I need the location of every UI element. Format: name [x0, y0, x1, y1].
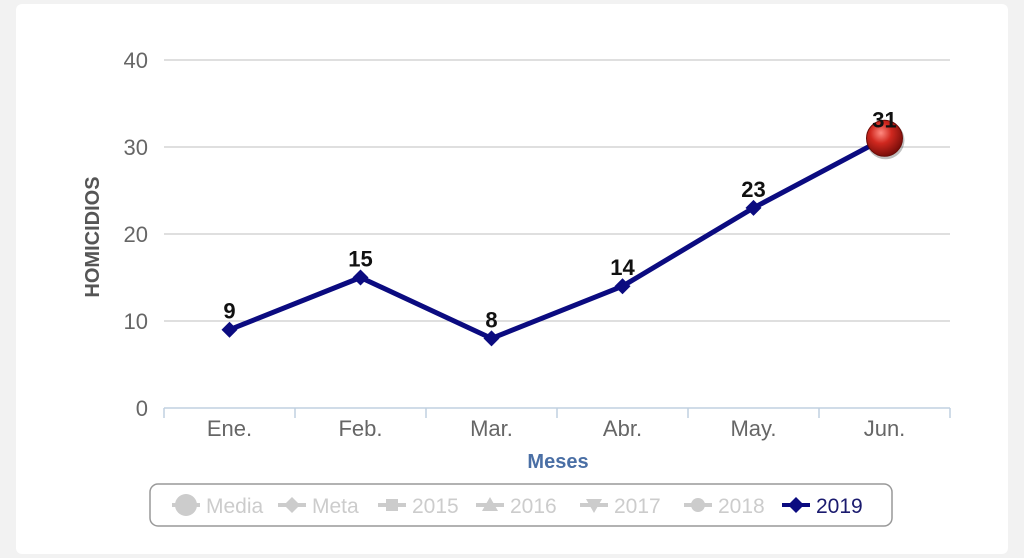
legend-box: [149, 483, 893, 527]
legend: Media Meta 2015 2016 2017 2018 2019: [149, 483, 893, 527]
y-axis-title: HOMICIDIOS: [82, 176, 104, 297]
gridlines: [164, 59, 950, 322]
legend-item-2015[interactable]: 2015: [378, 495, 459, 518]
legend-label: 2018: [718, 495, 765, 518]
x-tick-label: Jun.: [864, 416, 906, 441]
chart-card: 0 10 20 30 40 Ene. Feb. Mar. Abr. May. Jun. HOMIC…: [16, 4, 1008, 554]
legend-symbol-icon: [284, 497, 300, 513]
legend-item-2016[interactable]: 2016: [476, 495, 557, 518]
y-tick-label: 10: [124, 309, 148, 334]
highlight-marker[interactable]: [866, 119, 903, 157]
y-tick-label: 20: [124, 222, 148, 247]
data-label: 8: [485, 307, 497, 332]
data-point-marker[interactable]: [221, 321, 238, 338]
series-line: [228, 136, 886, 341]
legend-item-2018[interactable]: 2018: [684, 495, 765, 518]
x-axis-ticks: Ene. Feb. Mar. Abr. May. Jun.: [207, 416, 905, 441]
legend-symbol-icon: [586, 499, 602, 513]
legend-symbol-icon: [691, 498, 705, 512]
y-tick-label: 0: [136, 396, 148, 421]
data-label: 9: [223, 299, 235, 324]
legend-label: 2017: [614, 495, 661, 518]
legend-label: Media: [206, 495, 264, 518]
y-tick-label: 40: [124, 48, 148, 73]
legend-item-media[interactable]: Media: [172, 494, 264, 518]
data-label: 31: [872, 107, 896, 132]
data-point-marker[interactable]: [614, 278, 631, 295]
legend-symbol-icon: [386, 499, 398, 511]
y-tick-label: 30: [124, 135, 148, 160]
x-tick-label: Abr.: [603, 416, 642, 441]
legend-symbol-icon: [482, 497, 498, 511]
data-labels: 9 15 8 14 23 31: [223, 107, 896, 332]
x-axis: [163, 407, 951, 418]
data-label: 15: [348, 247, 372, 272]
legend-label: 2016: [510, 495, 557, 518]
data-point-marker[interactable]: [352, 269, 369, 286]
line-chart: 0 10 20 30 40 Ene. Feb. Mar. Abr. May. Jun. HOMIC…: [82, 48, 951, 527]
legend-label: Meta: [312, 495, 359, 518]
legend-symbol-icon: [175, 494, 197, 516]
legend-symbol-icon: [788, 497, 804, 513]
x-tick-label: Mar.: [470, 416, 513, 441]
legend-item-2019[interactable]: 2019: [782, 495, 863, 518]
legend-label: 2019: [816, 495, 863, 518]
x-tick-label: Feb.: [338, 416, 382, 441]
data-label: 14: [610, 255, 635, 280]
y-axis-ticks: 0 10 20 30 40: [124, 48, 148, 421]
data-label: 23: [741, 177, 765, 202]
data-point-marker[interactable]: [745, 199, 762, 216]
legend-item-2017[interactable]: 2017: [580, 495, 661, 518]
x-tick-label: Ene.: [207, 416, 252, 441]
x-tick-label: May.: [730, 416, 776, 441]
series-2019: [221, 119, 905, 347]
x-axis-title: Meses: [527, 451, 588, 473]
legend-label: 2015: [412, 495, 459, 518]
legend-item-meta[interactable]: Meta: [278, 495, 359, 518]
data-point-marker[interactable]: [483, 330, 500, 347]
